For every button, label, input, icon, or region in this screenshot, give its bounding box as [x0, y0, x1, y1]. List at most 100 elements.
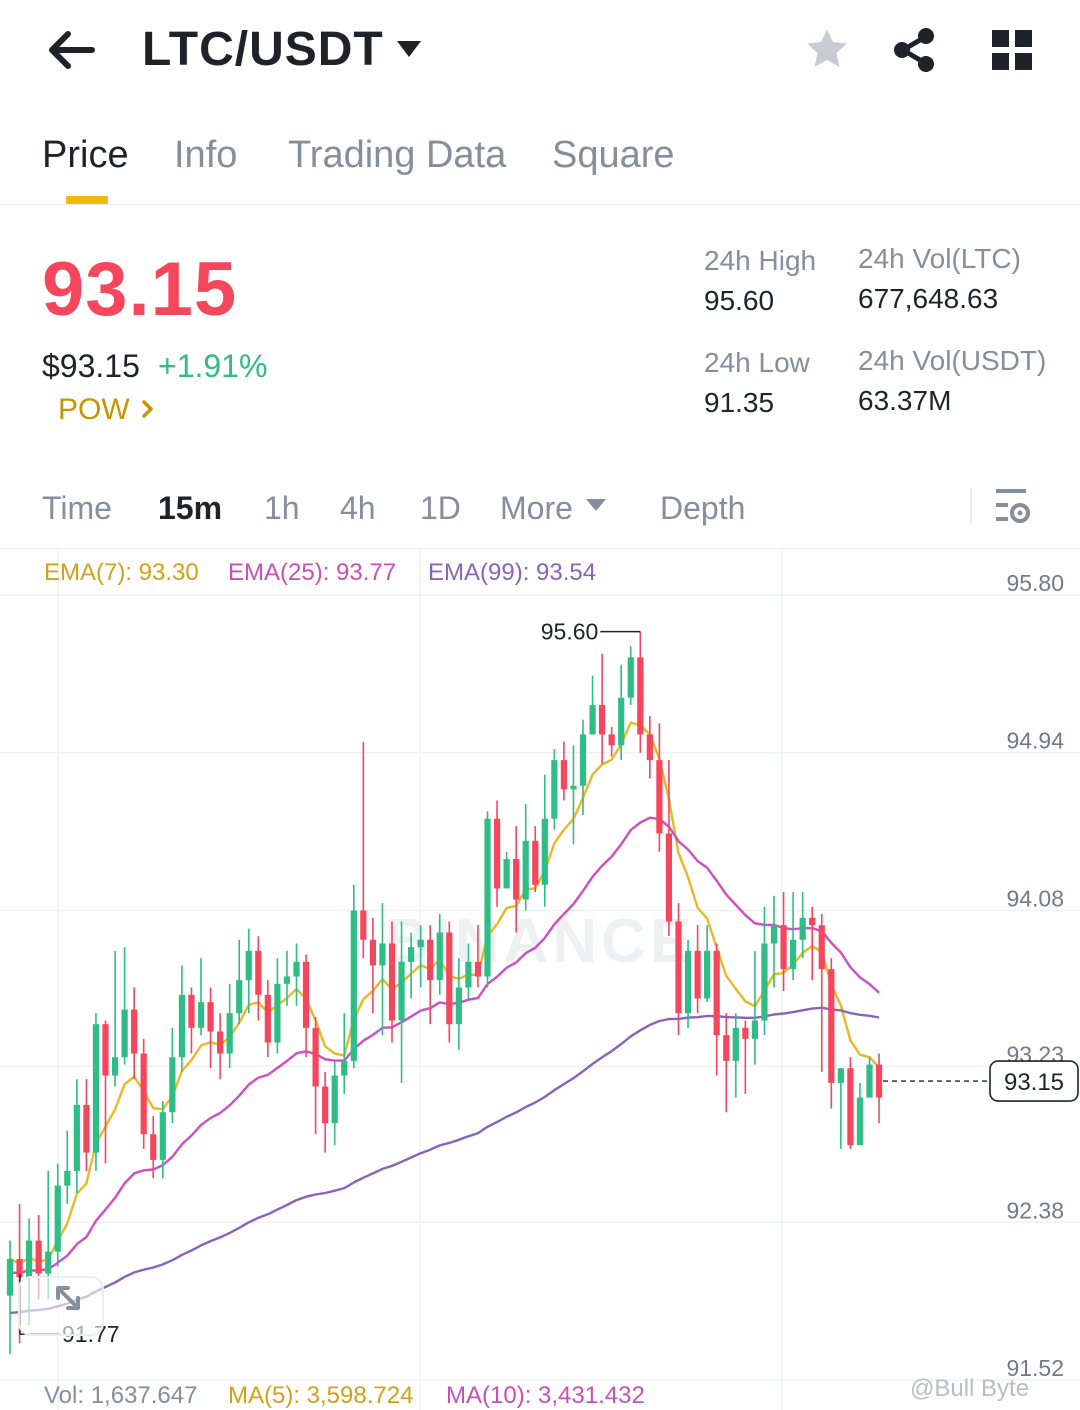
- candle: [694, 925, 701, 1014]
- candle: [503, 851, 510, 889]
- candle: [818, 914, 825, 1072]
- candle: [589, 675, 596, 735]
- candle: [83, 1079, 90, 1171]
- tabs-divider: [0, 204, 1080, 205]
- interval-1h[interactable]: 1h: [264, 490, 300, 526]
- candle: [551, 749, 558, 830]
- candle: [188, 987, 195, 1054]
- candle: [131, 987, 138, 1080]
- candle: [493, 800, 501, 907]
- candle: [350, 884, 357, 1069]
- interval-15m[interactable]: 15m: [158, 490, 223, 526]
- candle: [379, 903, 386, 1036]
- candle: [455, 958, 462, 1050]
- tab-square[interactable]: Square: [552, 134, 675, 176]
- ema7-legend: EMA(7): 93.30: [44, 559, 199, 586]
- candle: [73, 1079, 80, 1193]
- star-icon[interactable]: [804, 26, 850, 72]
- candle: [293, 943, 300, 1006]
- candle: [627, 646, 634, 706]
- pair-title[interactable]: LTC/USDT: [142, 23, 384, 76]
- candle: [92, 1013, 100, 1171]
- price-markers: 95.6091.7793.15: [19, 619, 1079, 1347]
- ema-lines: [9, 721, 880, 1315]
- current-price-label: 93.15: [1004, 1069, 1064, 1096]
- change-percent: +1.91%: [158, 348, 268, 384]
- candle: [847, 1057, 854, 1149]
- candle: [704, 925, 711, 1003]
- y-tick-label: 94.08: [1006, 885, 1064, 911]
- interval-more[interactable]: More: [500, 490, 573, 526]
- candle: [484, 811, 491, 988]
- interval-1d[interactable]: 1D: [420, 490, 461, 526]
- candle: [618, 664, 625, 761]
- share-icon[interactable]: [890, 26, 938, 74]
- y-tick-label: 91.52: [1006, 1355, 1064, 1381]
- candle: [302, 954, 310, 1058]
- interval-separator: [970, 488, 972, 524]
- candle: [417, 925, 424, 988]
- high-marker-label: 95.60: [541, 619, 599, 645]
- candle: [742, 1020, 749, 1094]
- candle: [111, 950, 119, 1087]
- candle: [398, 921, 405, 1083]
- chart-settings-icon[interactable]: [994, 486, 1032, 526]
- chevron-right-icon[interactable]: [138, 396, 158, 422]
- candle: [274, 958, 281, 1054]
- candle: [226, 983, 233, 1069]
- candle: [197, 958, 205, 1036]
- candle: [102, 1020, 109, 1164]
- candle: [837, 1068, 844, 1149]
- candle: [751, 950, 758, 1065]
- candle: [637, 631, 644, 753]
- candle: [264, 980, 271, 1058]
- candle: [675, 903, 682, 1036]
- ema25-legend: EMA(25): 93.77: [228, 559, 397, 586]
- last-price: 93.15: [42, 247, 238, 332]
- candle: [236, 939, 243, 1025]
- arrow-left-icon[interactable]: [44, 26, 96, 74]
- usd-price: $93.15: [42, 348, 140, 384]
- candle: [207, 987, 214, 1069]
- vol-base-label: 24h Vol(LTC): [858, 243, 1021, 274]
- candle: [579, 719, 587, 816]
- y-tick-label: 95.80: [1006, 570, 1064, 596]
- candle: [665, 760, 673, 937]
- candle: [6, 1240, 14, 1355]
- caret-down-icon[interactable]: [394, 38, 424, 60]
- candle: [856, 1082, 864, 1146]
- candle: [408, 932, 415, 999]
- ma10-legend: MA(10): 3,431.432: [446, 1382, 645, 1409]
- volume-legend: Vol: 1,637.647: [44, 1382, 198, 1409]
- candle: [656, 723, 663, 852]
- candle: [245, 928, 252, 1014]
- candle: [770, 895, 778, 988]
- interval-depth[interactable]: Depth: [660, 490, 746, 526]
- active-tab-indicator: [66, 196, 108, 204]
- grid-icon[interactable]: [990, 28, 1034, 72]
- candles: [6, 631, 883, 1355]
- candle: [713, 943, 720, 1076]
- interval-4h[interactable]: 4h: [340, 490, 376, 526]
- candle: [150, 1115, 157, 1179]
- candle: [465, 943, 472, 999]
- candle: [799, 892, 806, 959]
- expand-icon[interactable]: [18, 1276, 104, 1336]
- candle: [828, 958, 835, 1109]
- candle: [732, 1013, 739, 1098]
- tab-trading-data[interactable]: Trading Data: [288, 134, 507, 176]
- y-tick-label: 92.38: [1006, 1197, 1064, 1223]
- author-watermark: @Bull Byte: [910, 1375, 1030, 1402]
- candle: [790, 892, 797, 981]
- candle: [780, 892, 787, 992]
- tab-info[interactable]: Info: [174, 134, 238, 176]
- category-tag[interactable]: POW: [58, 393, 130, 426]
- vol-base-value: 677,648.63: [858, 283, 999, 314]
- caret-down-icon[interactable]: [584, 496, 608, 514]
- candle: [283, 950, 291, 1006]
- candle: [54, 1163, 61, 1267]
- interval-time[interactable]: Time: [42, 490, 112, 526]
- tab-price[interactable]: Price: [42, 134, 129, 176]
